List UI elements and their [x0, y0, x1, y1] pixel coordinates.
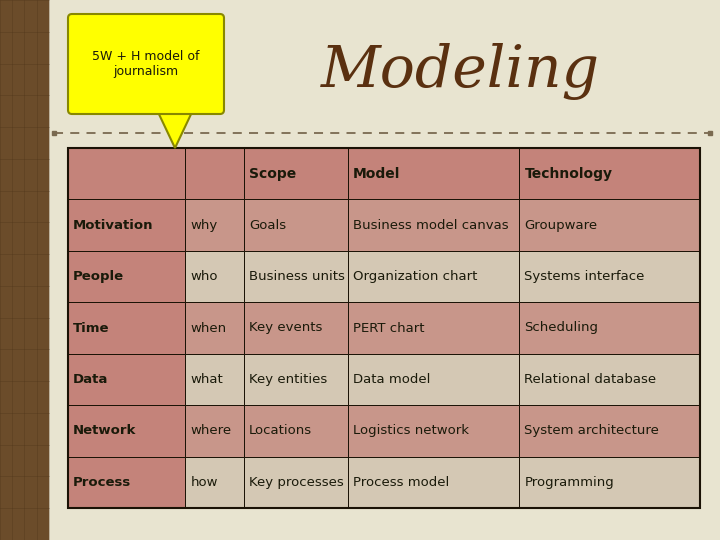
Text: Organization chart: Organization chart: [353, 270, 477, 283]
Text: Business units: Business units: [249, 270, 345, 283]
FancyBboxPatch shape: [185, 302, 244, 354]
FancyBboxPatch shape: [348, 457, 519, 508]
FancyBboxPatch shape: [348, 148, 519, 199]
FancyBboxPatch shape: [519, 354, 700, 405]
Text: Modeling: Modeling: [320, 44, 600, 100]
FancyBboxPatch shape: [348, 354, 519, 405]
FancyBboxPatch shape: [348, 405, 519, 457]
FancyBboxPatch shape: [68, 14, 224, 114]
Text: Model: Model: [353, 167, 400, 181]
Text: Key events: Key events: [249, 321, 323, 334]
Text: Process: Process: [73, 476, 131, 489]
Text: Scheduling: Scheduling: [524, 321, 598, 334]
FancyBboxPatch shape: [185, 405, 244, 457]
Text: Business model canvas: Business model canvas: [353, 219, 508, 232]
Text: where: where: [190, 424, 232, 437]
FancyBboxPatch shape: [185, 148, 244, 199]
Text: Locations: Locations: [249, 424, 312, 437]
Text: Scope: Scope: [249, 167, 297, 181]
Text: PERT chart: PERT chart: [353, 321, 424, 334]
FancyBboxPatch shape: [519, 148, 700, 199]
Text: when: when: [190, 321, 227, 334]
Text: Technology: Technology: [524, 167, 613, 181]
Text: how: how: [190, 476, 218, 489]
FancyBboxPatch shape: [244, 199, 348, 251]
FancyBboxPatch shape: [68, 302, 185, 354]
Text: Systems interface: Systems interface: [524, 270, 645, 283]
FancyBboxPatch shape: [519, 302, 700, 354]
FancyBboxPatch shape: [185, 199, 244, 251]
FancyBboxPatch shape: [244, 405, 348, 457]
Polygon shape: [157, 110, 193, 148]
FancyBboxPatch shape: [68, 251, 185, 302]
Text: Groupware: Groupware: [524, 219, 598, 232]
FancyBboxPatch shape: [519, 199, 700, 251]
FancyBboxPatch shape: [348, 251, 519, 302]
Text: People: People: [73, 270, 124, 283]
Text: Process model: Process model: [353, 476, 449, 489]
Text: Data model: Data model: [353, 373, 431, 386]
Text: Key entities: Key entities: [249, 373, 328, 386]
FancyBboxPatch shape: [68, 199, 185, 251]
Text: what: what: [190, 373, 223, 386]
FancyBboxPatch shape: [519, 251, 700, 302]
FancyBboxPatch shape: [68, 457, 185, 508]
FancyBboxPatch shape: [244, 148, 348, 199]
FancyBboxPatch shape: [0, 0, 49, 540]
Text: Motivation: Motivation: [73, 219, 153, 232]
FancyBboxPatch shape: [185, 457, 244, 508]
Text: Key processes: Key processes: [249, 476, 344, 489]
FancyBboxPatch shape: [244, 457, 348, 508]
FancyBboxPatch shape: [519, 457, 700, 508]
Text: Data: Data: [73, 373, 109, 386]
Text: why: why: [190, 219, 217, 232]
Text: 5W + H model of
journalism: 5W + H model of journalism: [92, 50, 199, 78]
FancyBboxPatch shape: [519, 405, 700, 457]
FancyBboxPatch shape: [68, 405, 185, 457]
Text: Logistics network: Logistics network: [353, 424, 469, 437]
Text: Time: Time: [73, 321, 109, 334]
FancyBboxPatch shape: [185, 354, 244, 405]
Text: Relational database: Relational database: [524, 373, 657, 386]
FancyBboxPatch shape: [185, 251, 244, 302]
FancyBboxPatch shape: [348, 199, 519, 251]
Text: Network: Network: [73, 424, 136, 437]
Text: Goals: Goals: [249, 219, 286, 232]
FancyBboxPatch shape: [244, 251, 348, 302]
FancyBboxPatch shape: [244, 354, 348, 405]
Text: System architecture: System architecture: [524, 424, 660, 437]
FancyBboxPatch shape: [244, 302, 348, 354]
Text: Programming: Programming: [524, 476, 614, 489]
FancyBboxPatch shape: [348, 302, 519, 354]
FancyBboxPatch shape: [68, 354, 185, 405]
Text: who: who: [190, 270, 218, 283]
FancyBboxPatch shape: [68, 148, 185, 199]
